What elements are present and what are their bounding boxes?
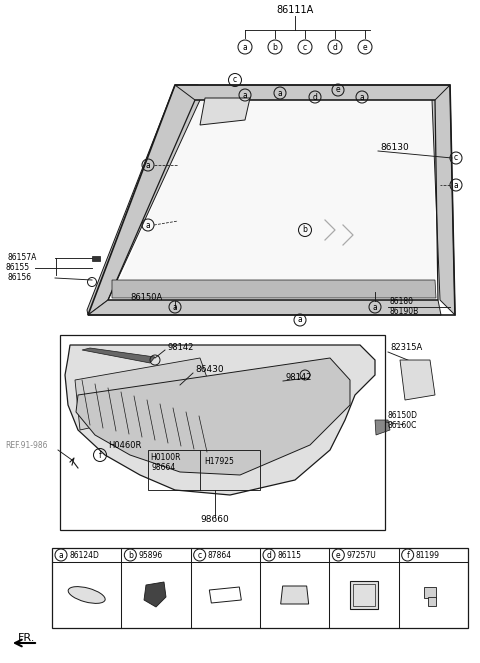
Polygon shape [112, 280, 436, 298]
Bar [148, 450, 260, 490]
Polygon shape [65, 345, 375, 495]
Polygon shape [432, 85, 455, 315]
Text: b: b [273, 42, 277, 52]
Text: 82315A: 82315A [390, 343, 422, 353]
Text: a: a [372, 302, 377, 312]
Text: a: a [242, 42, 247, 52]
Text: 87864: 87864 [208, 550, 232, 560]
Bar [60, 335, 385, 530]
Text: 86150D: 86150D [388, 410, 418, 420]
Text: 86111A: 86111A [276, 5, 313, 15]
Text: FR.: FR. [18, 633, 36, 643]
Text: a: a [454, 180, 458, 190]
Text: 86430: 86430 [195, 365, 224, 375]
Text: H17925: H17925 [204, 457, 234, 467]
Text: 86157A: 86157A [8, 253, 37, 263]
Bar [353, 584, 375, 606]
Bar [424, 587, 436, 598]
Text: 86155: 86155 [5, 263, 29, 272]
Text: 86190B: 86190B [390, 308, 419, 316]
Text: e: e [336, 86, 340, 95]
Bar [52, 548, 468, 628]
Text: 98142: 98142 [168, 343, 194, 353]
Text: a: a [173, 302, 178, 312]
Polygon shape [87, 85, 200, 315]
Text: a: a [145, 221, 150, 229]
Text: c: c [303, 42, 307, 52]
Polygon shape [112, 100, 436, 298]
Text: c: c [198, 550, 202, 560]
Polygon shape [88, 300, 441, 315]
Text: e: e [336, 550, 341, 560]
Text: d: d [266, 550, 271, 560]
Text: 86156: 86156 [8, 274, 32, 282]
Text: 86130: 86130 [380, 143, 409, 152]
Text: c: c [454, 154, 458, 162]
Polygon shape [144, 582, 166, 607]
Text: a: a [145, 160, 150, 170]
Ellipse shape [68, 587, 105, 603]
Text: c: c [233, 76, 237, 84]
Text: b: b [302, 225, 307, 235]
Text: d: d [333, 42, 337, 52]
Text: H0460R: H0460R [108, 440, 142, 450]
Polygon shape [175, 85, 450, 100]
Text: 98142: 98142 [285, 373, 312, 383]
Text: f: f [406, 550, 409, 560]
Text: a: a [298, 316, 302, 324]
Text: H0100R: H0100R [150, 453, 180, 463]
Text: 86150A: 86150A [130, 294, 162, 302]
Text: 98660: 98660 [201, 516, 229, 524]
Polygon shape [200, 98, 250, 125]
Polygon shape [82, 348, 155, 363]
Text: REF.91-986: REF.91-986 [5, 440, 48, 450]
Bar [428, 597, 436, 606]
Text: 81199: 81199 [416, 550, 440, 560]
Polygon shape [281, 586, 309, 604]
Text: b: b [128, 550, 133, 560]
Text: a: a [360, 93, 364, 101]
Text: 97257U: 97257U [347, 550, 376, 560]
Bar [350, 581, 378, 609]
Text: 98664: 98664 [152, 463, 176, 473]
Polygon shape [375, 420, 390, 435]
Polygon shape [76, 358, 350, 475]
Text: a: a [277, 88, 282, 97]
Text: a: a [59, 550, 63, 560]
Text: 86180: 86180 [390, 298, 414, 306]
Polygon shape [400, 360, 435, 400]
Text: 86115: 86115 [277, 550, 301, 560]
Text: e: e [363, 42, 367, 52]
Text: 86160C: 86160C [388, 420, 418, 430]
Text: a: a [242, 91, 247, 99]
Text: 86124D: 86124D [69, 550, 99, 560]
Text: d: d [312, 93, 317, 101]
Text: f: f [98, 450, 101, 459]
Text: 95896: 95896 [138, 550, 163, 560]
Bar [92, 256, 100, 261]
Polygon shape [75, 358, 215, 430]
